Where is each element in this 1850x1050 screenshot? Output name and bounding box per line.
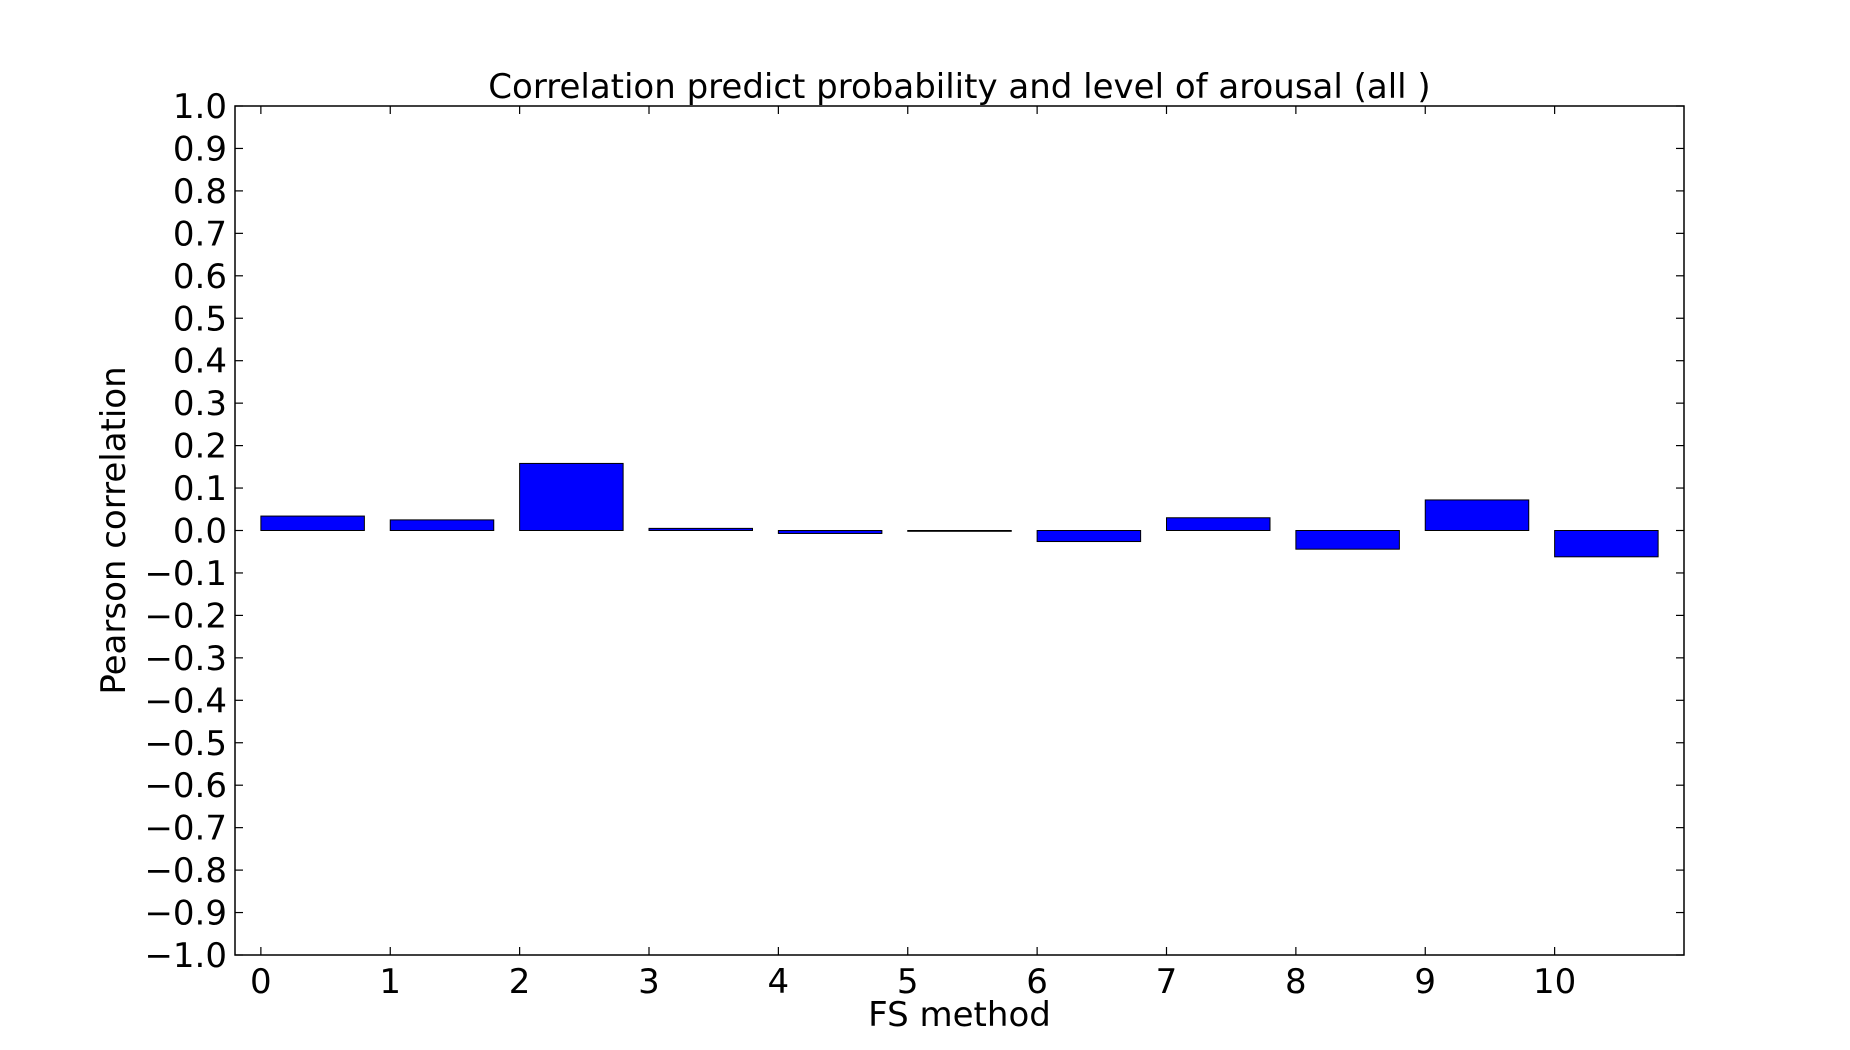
- bar-2: [519, 462, 624, 531]
- y-tick-label: −0.5: [144, 724, 227, 764]
- y-tick-label: 0.7: [173, 214, 227, 254]
- bar-9: [1424, 499, 1530, 532]
- x-tick-label: 1: [379, 962, 401, 1002]
- x-tick-label: 10: [1533, 962, 1576, 1002]
- y-tick-label: −0.9: [144, 894, 227, 934]
- y-tick-label: 0.5: [173, 299, 227, 339]
- y-axis: 1.00.90.80.70.60.50.40.30.20.10.0−0.1−0.…: [144, 87, 1684, 976]
- y-tick-label: 0.8: [173, 172, 227, 212]
- x-tick-label: 7: [1156, 962, 1178, 1002]
- y-tick-label: −0.6: [144, 766, 227, 806]
- x-tick-label: 2: [509, 962, 531, 1002]
- chart-title: Correlation predict probability and leve…: [488, 67, 1430, 107]
- bar-8: [1295, 530, 1400, 550]
- bar-1: [389, 519, 495, 532]
- bar-0: [260, 515, 365, 532]
- y-tick-label: −0.3: [144, 639, 227, 679]
- y-axis-label: Pearson correlation: [94, 366, 134, 694]
- y-tick-label: −0.2: [144, 596, 227, 636]
- x-tick-label: 8: [1285, 962, 1307, 1002]
- bar-3: [648, 527, 753, 532]
- bar-7: [1166, 517, 1271, 532]
- y-tick-label: 0.2: [173, 427, 227, 467]
- bar-5: [907, 530, 1012, 532]
- x-tick-label: 3: [638, 962, 660, 1002]
- y-tick-label: 0.0: [173, 512, 227, 552]
- x-tick-label: 6: [1026, 962, 1048, 1002]
- x-axis: 0 1 2 3 4 5 6 7 8 9 10: [250, 106, 1576, 1002]
- x-tick-label: 9: [1414, 962, 1436, 1002]
- bar-10: [1554, 530, 1659, 558]
- y-tick-label: −0.4: [144, 681, 227, 721]
- bar-6: [1036, 530, 1142, 543]
- y-tick-label: −0.7: [144, 809, 227, 849]
- y-tick-label: −1.0: [144, 936, 227, 976]
- bars-layer: [260, 462, 1659, 558]
- x-tick-label: 4: [768, 962, 790, 1002]
- y-tick-label: 0.3: [173, 384, 227, 424]
- x-tick-label: 5: [897, 962, 919, 1002]
- y-tick-label: 0.1: [173, 469, 227, 509]
- y-tick-label: 1.0: [173, 87, 227, 127]
- y-tick-label: −0.8: [144, 851, 227, 891]
- bar-4: [777, 530, 883, 534]
- y-tick-label: −0.1: [144, 554, 227, 594]
- x-tick-label: 0: [250, 962, 272, 1002]
- y-tick-label: 0.6: [173, 257, 227, 297]
- y-tick-label: 0.4: [173, 342, 227, 382]
- y-tick-label: 0.9: [173, 129, 227, 169]
- x-axis-label: FS method: [868, 995, 1051, 1035]
